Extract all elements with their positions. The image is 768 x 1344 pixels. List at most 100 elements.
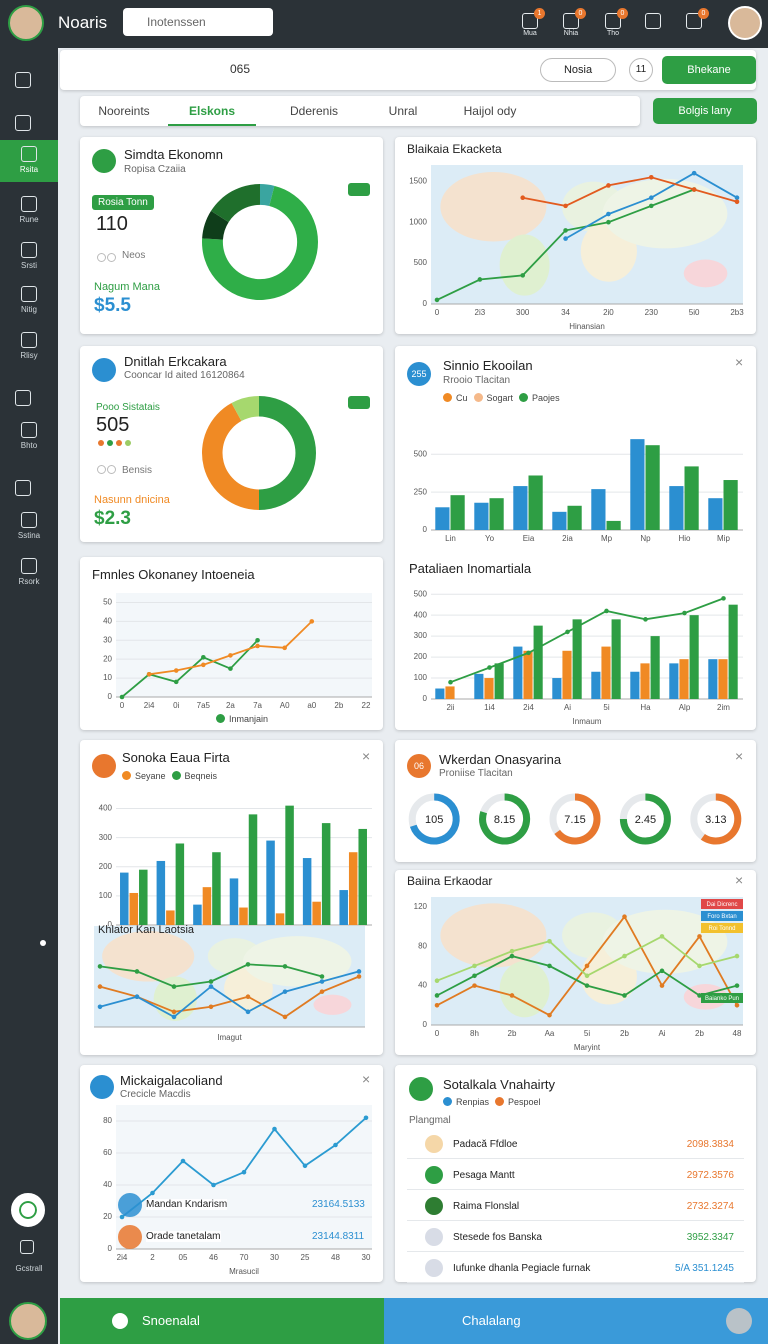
- nav-item[interactable]: Rsork: [0, 552, 58, 594]
- search-box[interactable]: Inotenssen: [123, 8, 273, 36]
- toolbar: 065 Nosia 11 Bhekane: [60, 50, 756, 90]
- y-tick-label: 30: [103, 635, 112, 644]
- bar: [533, 625, 543, 699]
- nav-item[interactable]: Rune: [0, 190, 58, 232]
- x-tick-label: 2b: [508, 1029, 517, 1038]
- plot-background: [116, 1105, 372, 1249]
- bar: [229, 878, 239, 925]
- list-row[interactable]: Iufunke dhanla Pegiacle furnak 5/A 351.12…: [407, 1253, 744, 1283]
- x-tick-label: Hio: [678, 534, 691, 543]
- bar: [435, 688, 445, 699]
- y-tick-label: 200: [99, 862, 113, 871]
- point: [472, 973, 477, 979]
- close-icon[interactable]: ×: [362, 748, 371, 764]
- x-tick-label: 46: [209, 1253, 218, 1262]
- tab[interactable]: Nooreints: [98, 104, 150, 118]
- point: [434, 297, 440, 303]
- point: [606, 183, 611, 188]
- x-tick-label: 2i4: [523, 703, 534, 712]
- bottom-right-label[interactable]: Chalalang: [462, 1313, 521, 1328]
- user-avatar[interactable]: [728, 6, 762, 40]
- header-icon[interactable]: [645, 13, 661, 29]
- y-tick-label: 250: [414, 487, 428, 496]
- nav-icon[interactable]: [15, 115, 31, 131]
- bar: [285, 805, 294, 925]
- nav-item[interactable]: Bhto: [0, 416, 58, 458]
- card-title: Dnitlah Erkcakara: [124, 354, 227, 369]
- note-icon: [107, 465, 116, 474]
- point: [604, 608, 609, 614]
- legend-swatch: [519, 393, 529, 402]
- point: [333, 1142, 338, 1148]
- x-tick-label: 2b3: [730, 308, 744, 317]
- card-title: Sonoka Eaua Firta: [122, 750, 230, 765]
- card-icon: 255: [407, 362, 431, 386]
- y-tick-label: 300: [414, 631, 428, 640]
- point: [547, 963, 552, 969]
- point: [208, 979, 214, 984]
- bar: [708, 498, 723, 530]
- x-tick-label: Aa: [545, 1029, 555, 1038]
- bottom-left-label[interactable]: Snoenalal: [142, 1313, 200, 1328]
- action-button[interactable]: [726, 1308, 752, 1334]
- bottom-bar-right: Chalalang: [384, 1298, 768, 1344]
- nav-item[interactable]: Sstina: [0, 506, 58, 548]
- point: [201, 654, 206, 660]
- bar: [606, 520, 621, 530]
- close-icon[interactable]: ×: [735, 354, 744, 370]
- nav-icon[interactable]: [15, 390, 31, 406]
- kpi-note: Bensis: [122, 465, 153, 476]
- close-icon[interactable]: ×: [362, 1071, 371, 1087]
- nav-item[interactable]: Rsita: [0, 140, 58, 182]
- nav-icon[interactable]: [15, 72, 31, 88]
- gauge-arc: [479, 793, 531, 845]
- legend-swatch: [495, 1097, 505, 1106]
- row-value: 5/A 351.1245: [675, 1263, 734, 1274]
- point: [472, 983, 477, 988]
- close-icon[interactable]: ×: [735, 872, 744, 888]
- header-icon[interactable]: [686, 13, 702, 29]
- y-tick-label: 400: [99, 804, 113, 813]
- nav-item[interactable]: Srsti: [0, 236, 58, 278]
- list-row[interactable]: Pesaga Mantt 2972.3576: [407, 1160, 744, 1190]
- bar: [669, 486, 684, 530]
- tabs-button[interactable]: Bolgis lany: [653, 98, 757, 124]
- home-button[interactable]: [11, 1193, 45, 1227]
- y-tick-label: 0: [108, 692, 113, 701]
- close-icon[interactable]: ×: [735, 748, 744, 764]
- point: [734, 1003, 740, 1008]
- nav-icon[interactable]: [15, 480, 31, 496]
- legend-swatch: [216, 714, 225, 723]
- avatar[interactable]: [8, 5, 44, 41]
- list-row[interactable]: Stesede fos Banska 3952.3347: [407, 1222, 744, 1252]
- header-icon[interactable]: [563, 13, 579, 29]
- header-icon[interactable]: [605, 13, 621, 29]
- bar: [321, 823, 331, 925]
- toolbar-button[interactable]: Bhekane: [662, 56, 756, 84]
- tab[interactable]: Haijol ody: [463, 104, 517, 118]
- x-tick-label: 230: [645, 308, 659, 317]
- toolbar-number[interactable]: 11: [629, 58, 653, 82]
- header-icon[interactable]: [522, 13, 538, 29]
- x-tick-label: Ha: [640, 703, 651, 712]
- select[interactable]: Nosia: [540, 58, 616, 82]
- nav-item[interactable]: Rlisy: [0, 326, 58, 368]
- card-title: Pataliaen Inomartiala: [409, 561, 532, 576]
- point: [173, 668, 179, 673]
- list-row[interactable]: Padacă Ffdloe 2098.3834: [407, 1129, 744, 1159]
- nav-item[interactable]: Nitig: [0, 280, 58, 322]
- y-tick-label: 20: [103, 1212, 112, 1221]
- point: [697, 963, 702, 969]
- point: [356, 974, 362, 979]
- tab[interactable]: Unral: [388, 104, 418, 118]
- tab[interactable]: Dderenis: [289, 104, 339, 118]
- bar: [669, 663, 679, 699]
- chart-card: Sonoka Eaua Firta Seyane Beqneis × 0 100 20…: [80, 740, 383, 1055]
- tag-label: Baianko Pun: [705, 996, 739, 1002]
- point: [434, 1003, 440, 1008]
- kpi-label: Pooo Sistatais: [96, 402, 160, 413]
- point: [282, 989, 288, 994]
- list-row[interactable]: Raima Flonslal 2732.3274: [407, 1191, 744, 1221]
- tab[interactable]: Elskons: [168, 96, 256, 126]
- bar: [640, 663, 650, 699]
